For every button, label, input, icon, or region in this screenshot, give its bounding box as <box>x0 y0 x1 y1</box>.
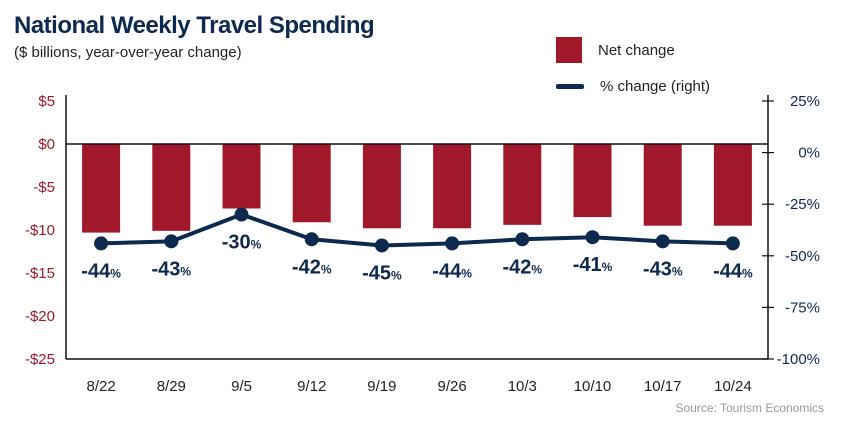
bar-10-24 <box>713 144 752 226</box>
bar-9-26 <box>433 144 472 229</box>
line-point-10-10 <box>585 230 600 245</box>
legend-item-net-change: Net change <box>556 36 710 64</box>
line-point-9-12 <box>304 232 319 247</box>
line-point-9-5 <box>234 207 249 222</box>
legend-item-percent-change: % change (right) <box>556 72 710 100</box>
left-tick-label: $0 <box>38 136 55 153</box>
bar-9-5 <box>222 144 261 209</box>
bar-9-19 <box>362 144 401 229</box>
data-label-10-10: -41% <box>573 254 613 276</box>
data-label-10-24: -44% <box>713 260 753 282</box>
data-label-8-22: -44% <box>81 260 121 282</box>
left-tick-label: -$5 <box>33 179 55 196</box>
x-tick-label: 8/29 <box>157 378 186 395</box>
x-tick-label: 9/26 <box>437 378 466 395</box>
line-point-10-17 <box>655 234 670 249</box>
bar-10-10 <box>573 144 612 218</box>
x-tick-label: 9/12 <box>297 378 326 395</box>
percent-change-line <box>101 212 733 248</box>
legend-line-label: % change (right) <box>600 77 711 95</box>
line-point-10-3 <box>515 232 530 247</box>
data-label-8-29: -43% <box>152 258 192 280</box>
data-labels: -44% -43% -30% -42% -45% -44% -42% -41% -43% -44% <box>81 232 753 285</box>
data-label-9-12: -42% <box>292 256 332 278</box>
tick-labels: $5 $0 -$5 -$10 -$15 -$20 -$25 25% 0% -25% -50% -75%… <box>25 93 820 395</box>
chart-title: National Weekly Travel Spending <box>14 12 375 39</box>
x-tick-label: 8/22 <box>86 378 115 395</box>
right-tick-label: -75% <box>785 299 820 316</box>
left-tick-label: -$15 <box>25 265 55 282</box>
line-point-9-26 <box>445 236 460 251</box>
data-label-9-26: -44% <box>432 260 472 282</box>
right-tick-label: -100% <box>777 351 820 368</box>
right-tick-label: -25% <box>785 196 820 213</box>
data-label-9-5: -30% <box>222 232 262 254</box>
right-tick-label: -50% <box>785 248 820 265</box>
x-tick-label: 10/10 <box>574 378 612 395</box>
left-tick-label: -$10 <box>25 222 55 239</box>
line-series <box>94 207 740 253</box>
legend-line-swatch <box>556 83 584 89</box>
source-note: Source: Tourism Economics <box>675 401 825 415</box>
left-tick-label: $5 <box>38 93 55 110</box>
bar-series <box>82 144 752 233</box>
x-tick-label: 9/5 <box>231 378 252 395</box>
axes <box>65 95 774 360</box>
data-label-10-3: -42% <box>503 256 543 278</box>
line-point-10-24 <box>725 236 740 251</box>
line-point-9-19 <box>374 238 389 253</box>
legend-bar-label: Net change <box>598 41 675 59</box>
legend-bar-swatch <box>556 37 582 63</box>
bar-8-29 <box>152 144 191 231</box>
legend: Net change % change (right) <box>556 36 710 108</box>
data-label-10-17: -43% <box>643 258 683 280</box>
right-tick-label: 25% <box>790 93 820 110</box>
line-point-8-22 <box>94 236 109 251</box>
x-tick-label: 10/3 <box>508 378 537 395</box>
line-point-8-29 <box>164 234 179 249</box>
bar-9-12 <box>292 144 331 223</box>
bar-10-17 <box>643 144 682 226</box>
x-tick-label: 9/19 <box>367 378 396 395</box>
x-tick-label: 10/24 <box>714 378 752 395</box>
x-tick-label: 10/17 <box>644 378 682 395</box>
data-label-9-19: -45% <box>362 262 402 284</box>
left-tick-label: -$20 <box>25 308 55 325</box>
left-tick-label: -$25 <box>25 351 55 368</box>
chart-subtitle: ($ billions, year-over-year change) <box>14 44 242 61</box>
bar-8-22 <box>82 144 121 233</box>
right-tick-label: 0% <box>798 145 820 162</box>
bar-10-3 <box>503 144 542 225</box>
